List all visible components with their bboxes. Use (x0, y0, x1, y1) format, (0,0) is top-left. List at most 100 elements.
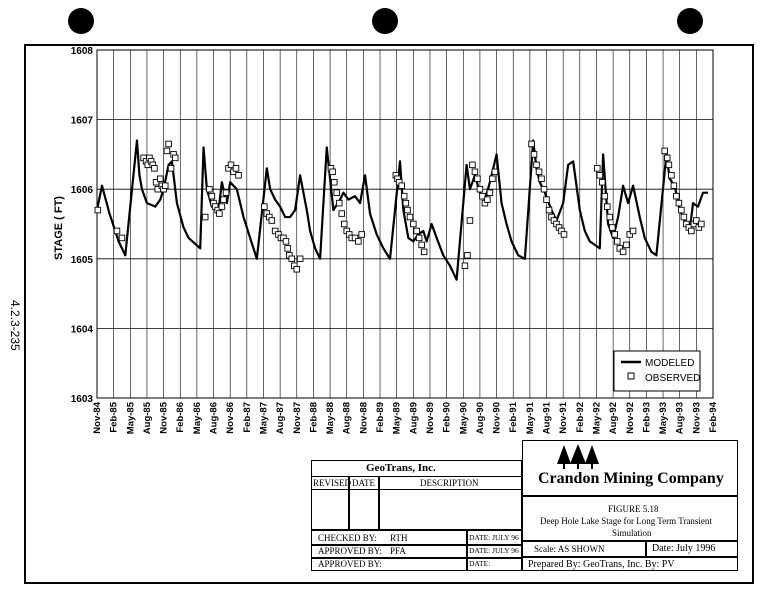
stage-chart: 1603 1604 1605 1606 1607 1608 Nov-84 Feb-85 May… (53, 46, 719, 434)
observed-point (338, 210, 345, 217)
chart-series (94, 139, 709, 281)
observed-point (489, 175, 496, 183)
x-tick-label: Aug-92 (608, 402, 619, 434)
observed-point (698, 220, 705, 228)
prepared-divider (522, 556, 738, 558)
observed-point (596, 172, 604, 179)
observed-point (538, 175, 545, 183)
observed-point (293, 265, 301, 273)
observed-point (330, 178, 338, 186)
tree-logo-icon (557, 444, 599, 469)
geotrans-header: GeoTrans, Inc. (366, 462, 436, 474)
x-tick-label: May-85 (125, 401, 136, 434)
x-tick-label: May-88 (325, 402, 336, 434)
x-tick-label: Nov-84 (92, 401, 103, 433)
observed-point (216, 210, 223, 217)
punch-hole-right (677, 8, 703, 34)
observed-point (333, 189, 340, 196)
x-tick-label: Feb-86 (175, 402, 186, 433)
revised-col: REVISED (313, 478, 351, 488)
prepared-by-text: Prepared By: GeoTrans, Inc. By: PV (528, 559, 675, 570)
observed-point (162, 182, 169, 189)
observed-point (268, 217, 276, 224)
x-tick-label: Nov-86 (225, 402, 236, 434)
observed-point (410, 220, 417, 228)
x-tick-label: Aug-91 (542, 401, 553, 434)
observed-point (616, 245, 624, 252)
date-1: DATE: JULY 96 (469, 533, 519, 542)
observed-point (606, 213, 614, 221)
observed-point (476, 185, 484, 193)
observed-point (400, 192, 408, 200)
observed-point (171, 154, 179, 162)
date-text: Date: July 1996 (652, 543, 716, 554)
date-3: DATE: (469, 559, 491, 568)
observed-point (464, 252, 471, 259)
x-tick-label: Aug-88 (342, 402, 353, 434)
observed-point (688, 227, 695, 235)
observed-point (623, 241, 630, 249)
observed-point (413, 227, 420, 235)
observed-point (479, 192, 486, 200)
observed-point (533, 161, 540, 169)
observed-point (678, 206, 685, 214)
x-tick-label: May-87 (258, 402, 269, 434)
observed-point (599, 178, 606, 186)
observed-point (222, 189, 230, 196)
x-tick-label: Feb-93 (641, 402, 652, 433)
observed-point (340, 220, 348, 228)
checked-by-value: RTH (390, 533, 408, 543)
observed-point (94, 206, 102, 214)
observed-point (614, 238, 621, 245)
observed-point (296, 255, 304, 263)
x-tick-label: May-92 (591, 402, 602, 434)
x-tick-label: Nov-88 (358, 402, 369, 434)
observed-point (420, 248, 428, 256)
legend-observed-label: OBSERVED (645, 373, 700, 384)
observed-point (282, 238, 290, 245)
observed-point (355, 238, 362, 245)
observed-point (661, 147, 668, 155)
observed-point (398, 182, 405, 189)
observed-point (415, 234, 423, 242)
x-tick-label: May-90 (458, 402, 469, 434)
observed-point (491, 168, 499, 176)
observed-point (402, 199, 410, 207)
legend-modeled-label: MODELED (645, 358, 694, 369)
observed-point (469, 161, 476, 169)
x-tick-label: Feb-94 (708, 401, 719, 432)
observed-point (680, 213, 688, 221)
punch-hole-left (68, 8, 94, 34)
approvals-row-2 (311, 557, 522, 559)
punch-hole-center (372, 8, 398, 34)
observed-point (693, 217, 700, 224)
observed-point (545, 206, 553, 214)
observed-point (157, 175, 164, 183)
x-tick-label: Feb-89 (375, 402, 386, 433)
observed-point (329, 168, 336, 176)
x-tick-label: Nov-85 (159, 401, 170, 433)
observed-point (208, 192, 216, 200)
observed-point (113, 227, 121, 235)
observed-point (673, 192, 680, 200)
approved-by-label-1: APPROVED BY: (318, 546, 382, 556)
scale-divider (522, 540, 738, 542)
x-tick-label: Nov-92 (625, 402, 636, 434)
observed-point (665, 161, 673, 169)
y-tick-label: 1607 (71, 116, 94, 127)
x-tick-label: Feb-91 (508, 401, 519, 432)
rev-col-line-2 (378, 476, 380, 530)
x-tick-label: Aug-89 (408, 402, 419, 434)
observed-point (271, 227, 279, 235)
scale-text: Scale: AS SHOWN (534, 544, 605, 554)
observed-point (540, 185, 548, 193)
x-tick-label: May-91 (525, 401, 536, 434)
figure-title-line-1: Deep Hole Lake Stage for Long Term Trans… (540, 516, 712, 526)
approved-by-value-1: PFA (390, 546, 406, 556)
observed-point (543, 196, 550, 203)
observed-point (619, 248, 627, 256)
y-tick-label: 1603 (71, 394, 94, 405)
x-tick-label: Aug-93 (675, 402, 686, 434)
x-tick-label: May-93 (658, 402, 669, 434)
legend-observed-marker (627, 372, 635, 380)
